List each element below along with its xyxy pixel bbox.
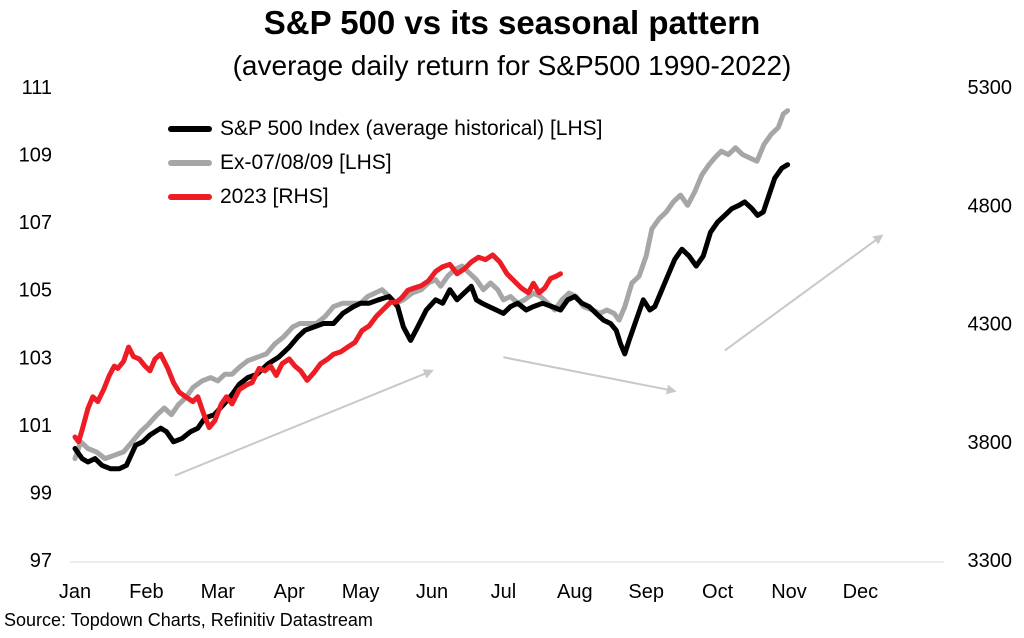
trend-arrows	[174, 234, 884, 477]
y-left-tick-label: 111	[22, 77, 52, 99]
y-left-tick-label: 97	[30, 550, 52, 572]
x-tick-label: Feb	[129, 581, 163, 603]
x-tick-label: Sep	[628, 581, 664, 603]
x-tick-label: Mar	[201, 581, 236, 603]
y-right-tick-label: 3300	[968, 550, 1013, 572]
legend-item-ex-070809: Ex-07/08/09 [LHS]	[168, 146, 602, 180]
x-tick-label: Jun	[416, 581, 448, 603]
x-tick-label: Oct	[702, 581, 734, 603]
trend-arrow	[174, 369, 434, 477]
legend-item-avg-historical: S&P 500 Index (average historical) [LHS]	[168, 112, 602, 146]
x-tick-label: May	[342, 581, 380, 603]
y-right-tick-label: 4300	[968, 314, 1013, 336]
legend-swatch-black	[168, 126, 212, 132]
legend: S&P 500 Index (average historical) [LHS]…	[168, 112, 602, 214]
chart-subtitle: (average daily return for S&P500 1990-20…	[232, 50, 792, 81]
y-left-tick-label: 103	[19, 347, 52, 369]
legend-swatch-gray	[168, 160, 212, 166]
trend-arrow	[724, 234, 884, 352]
x-tick-label: Jul	[491, 581, 517, 603]
source-note: Source: Topdown Charts, Refinitiv Datast…	[4, 610, 373, 630]
x-tick-label: Apr	[274, 581, 305, 603]
y-right-tick-label: 4800	[968, 195, 1013, 217]
series-line-avg-historical	[72, 162, 791, 472]
legend-label-avg-historical: S&P 500 Index (average historical) [LHS]	[220, 117, 603, 140]
x-tick-label: Jan	[59, 581, 91, 603]
y-left-tick-label: 105	[19, 280, 52, 302]
chart-title: S&P 500 vs its seasonal pattern	[263, 4, 761, 41]
x-tick-label: Dec	[843, 581, 879, 603]
y-right-tick-label: 3800	[968, 432, 1013, 454]
x-tick-label: Aug	[557, 581, 593, 603]
y-left-tick-label: 99	[30, 482, 52, 504]
y-right-tick-label: 5300	[968, 77, 1013, 99]
x-tick-label: Nov	[771, 581, 807, 603]
axes-group: 97 99 101 103 105 107 109 111 3300 3800 4300 4800 53…	[19, 77, 1012, 603]
y-left-tick-label: 109	[19, 145, 52, 167]
legend-item-2023: 2023 [RHS]	[168, 180, 602, 214]
series-line-2023	[72, 252, 563, 445]
legend-label-ex-070809: Ex-07/08/09 [LHS]	[220, 151, 392, 174]
series-lines	[72, 108, 791, 472]
trend-arrow	[503, 356, 677, 395]
y-left-tick-label: 107	[19, 212, 52, 234]
y-left-tick-label: 101	[19, 415, 52, 437]
legend-label-2023: 2023 [RHS]	[220, 185, 329, 208]
legend-swatch-red	[168, 194, 212, 200]
